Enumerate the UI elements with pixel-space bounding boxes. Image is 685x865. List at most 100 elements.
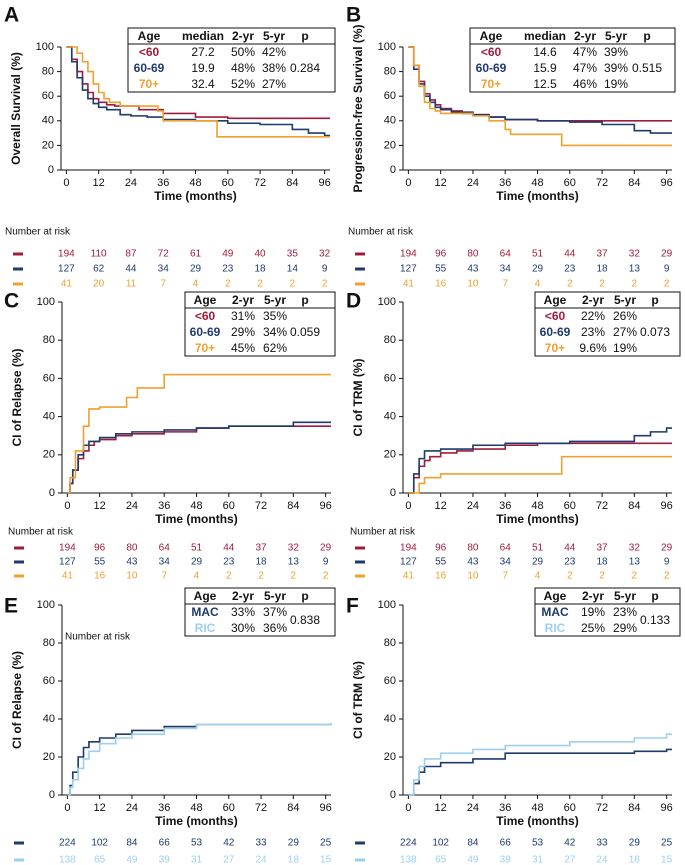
y-tick-label: 80 xyxy=(43,334,55,346)
table-cell: 48% xyxy=(231,61,255,75)
at-risk-count: 18 xyxy=(254,264,266,275)
y-tick-label: 0 xyxy=(390,487,396,499)
at-risk-count: 41 xyxy=(403,571,415,582)
at-risk-count: 80 xyxy=(467,249,479,260)
x-tick-label: 60 xyxy=(564,177,576,189)
table-cell: 26% xyxy=(613,309,637,323)
at-risk-count: 32 xyxy=(629,249,641,260)
at-risk-count: 2 xyxy=(225,279,231,290)
at-risk-count: 11 xyxy=(126,279,137,290)
panel-letter: E xyxy=(4,595,18,618)
y-tick-label: 100 xyxy=(378,599,396,611)
x-tick-label: 12 xyxy=(94,500,106,512)
survival-curve xyxy=(67,373,331,494)
at-risk-count: 10 xyxy=(126,571,138,582)
y-tick-label: 40 xyxy=(43,411,55,423)
risk-label: Number at risk xyxy=(5,227,71,238)
survival-curve xyxy=(408,442,672,494)
x-tick-label: 0 xyxy=(405,500,411,512)
x-tick-label: 24 xyxy=(467,177,479,189)
y-tick-label: 0 xyxy=(49,487,55,499)
table-cell: 46% xyxy=(573,77,597,91)
stats-table xyxy=(184,291,336,357)
at-risk-count: 96 xyxy=(435,543,447,554)
y-tick-label: 100 xyxy=(378,296,396,308)
at-risk-count: 42 xyxy=(223,838,235,849)
table-header: Age xyxy=(544,589,567,603)
at-risk-count: 127 xyxy=(400,264,417,275)
at-risk-count: 102 xyxy=(432,838,449,849)
at-risk-count: 34 xyxy=(158,264,170,275)
at-risk-count: 10 xyxy=(467,571,479,582)
at-risk-count: 194 xyxy=(400,249,417,260)
x-tick-label: 24 xyxy=(126,500,138,512)
x-tick-label: 36 xyxy=(157,177,169,189)
at-risk-count: 64 xyxy=(500,543,512,554)
table-header: Age xyxy=(194,293,217,307)
y-tick-label: 20 xyxy=(42,139,54,151)
at-risk-count: 96 xyxy=(435,249,447,260)
at-risk-count: 84 xyxy=(126,838,138,849)
at-risk-count: 23 xyxy=(564,557,576,568)
x-axis-label: Time (months) xyxy=(154,189,236,203)
at-risk-count: 51 xyxy=(532,249,544,260)
x-tick-label: 48 xyxy=(531,802,543,814)
table-header: 2-yr xyxy=(582,589,604,603)
stats-table xyxy=(534,291,681,357)
at-risk-count: 80 xyxy=(467,543,479,554)
table-group: <60 xyxy=(481,45,502,59)
at-risk-count: 72 xyxy=(158,249,170,260)
survival-curve xyxy=(66,46,330,138)
y-axis-label: CI of Relapse (%) xyxy=(10,348,24,446)
at-risk-count: 29 xyxy=(661,543,673,554)
table-cell: 29% xyxy=(231,325,255,339)
at-risk-count: 2 xyxy=(599,279,605,290)
table-group: 70+ xyxy=(481,77,501,91)
at-risk-count: 27 xyxy=(564,855,576,865)
at-risk-count: 9 xyxy=(322,264,328,275)
y-tick-label: 0 xyxy=(390,789,396,801)
y-tick-label: 80 xyxy=(42,66,54,78)
at-risk-count: 24 xyxy=(596,855,608,865)
at-risk-count: 224 xyxy=(59,838,76,849)
table-cell: 39% xyxy=(604,61,628,75)
x-tick-label: 0 xyxy=(64,802,70,814)
table-cell: 19% xyxy=(604,77,628,91)
x-tick-label: 12 xyxy=(435,500,447,512)
table-header: 5-yr xyxy=(264,589,286,603)
at-risk-count: 16 xyxy=(94,571,106,582)
table-cell: 9.6% xyxy=(579,341,607,355)
x-tick-label: 72 xyxy=(596,802,608,814)
at-risk-count: 25 xyxy=(661,838,673,849)
x-tick-label: 60 xyxy=(564,500,576,512)
p-value: 0.133 xyxy=(640,613,670,627)
at-risk-count: 29 xyxy=(532,557,544,568)
at-risk-count: 29 xyxy=(661,249,673,260)
x-tick-label: 72 xyxy=(596,500,608,512)
x-tick-label: 12 xyxy=(435,802,447,814)
at-risk-count: 9 xyxy=(664,557,670,568)
at-risk-count: 34 xyxy=(159,557,171,568)
y-tick-label: 40 xyxy=(42,115,54,127)
x-tick-label: 84 xyxy=(286,177,298,189)
table-cell: 29% xyxy=(613,621,637,635)
at-risk-count: 65 xyxy=(435,855,447,865)
at-risk-count: 2 xyxy=(599,571,605,582)
table-group: <60 xyxy=(195,309,216,323)
x-tick-label: 0 xyxy=(405,177,411,189)
at-risk-count: 32 xyxy=(629,543,641,554)
at-risk-count: 44 xyxy=(125,264,137,275)
at-risk-count: 31 xyxy=(191,855,203,865)
table-cell: 27% xyxy=(613,325,637,339)
at-risk-count: 102 xyxy=(91,838,108,849)
y-axis-label: Progression-free Survival (%) xyxy=(351,24,365,192)
at-risk-count: 37 xyxy=(596,543,608,554)
at-risk-count: 20 xyxy=(93,279,105,290)
y-tick-label: 20 xyxy=(384,139,396,151)
x-tick-label: 48 xyxy=(190,500,202,512)
x-tick-label: 36 xyxy=(158,802,170,814)
x-tick-label: 72 xyxy=(596,177,608,189)
at-risk-count: 2 xyxy=(664,571,670,582)
table-cell: 25% xyxy=(581,621,605,635)
